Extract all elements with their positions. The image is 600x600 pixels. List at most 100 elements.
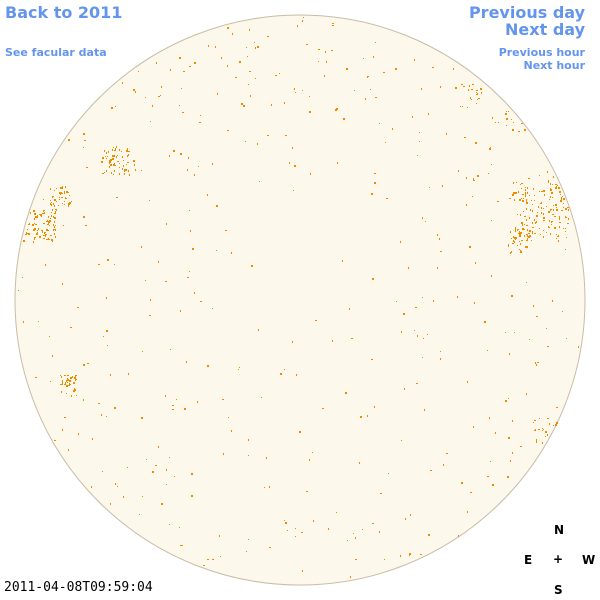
facula-pixel — [365, 98, 366, 100]
facula-pixel — [235, 77, 237, 78]
facula-pixel — [27, 233, 28, 234]
facula-pixel — [34, 223, 35, 224]
facula-pixel — [372, 278, 374, 280]
facula-pixel — [106, 297, 107, 299]
facula-pixel — [303, 17, 304, 18]
facula-pixel — [53, 229, 54, 231]
facula-pixel — [419, 132, 420, 133]
facula-pixel — [565, 228, 566, 229]
facula-pixel — [18, 290, 19, 291]
facula-pixel — [367, 76, 368, 78]
facula-pixel — [51, 204, 52, 206]
facula-pixel — [284, 102, 285, 104]
facula-pixel — [189, 210, 190, 211]
facula-pixel — [470, 492, 472, 493]
facula-pixel — [110, 161, 111, 163]
facula-pixel — [553, 209, 554, 211]
facula-pixel — [525, 129, 526, 130]
facula-pixel — [428, 113, 429, 115]
facula-pixel — [62, 382, 63, 384]
facula-pixel — [65, 186, 66, 188]
facula-pixel — [524, 235, 525, 237]
facula-pixel — [83, 147, 84, 148]
facula-pixel — [34, 218, 35, 220]
facula-pixel — [552, 184, 553, 185]
facula-pixel — [232, 33, 233, 35]
facula-pixel — [66, 198, 67, 199]
facula-pixel — [530, 209, 531, 211]
facula-pixel — [527, 235, 528, 237]
facula-pixel — [46, 221, 47, 222]
facula-pixel — [363, 58, 364, 59]
facula-pixel — [73, 390, 75, 392]
facula-pixel — [552, 300, 553, 302]
facula-pixel — [469, 246, 471, 248]
facula-pixel — [537, 212, 538, 213]
facula-pixel — [294, 165, 296, 167]
previous-hour-link[interactable]: Previous hour — [498, 46, 585, 59]
facula-pixel — [302, 20, 303, 22]
previous-day-link[interactable]: Previous day — [468, 3, 585, 22]
facula-pixel — [133, 160, 135, 162]
see-facular-data-link[interactable]: See facular data — [5, 46, 107, 59]
facula-pixels — [18, 17, 579, 578]
facula-pixel — [110, 159, 112, 161]
facula-pixel — [114, 155, 115, 157]
facula-pixel — [463, 86, 465, 87]
facula-pixel — [562, 311, 563, 312]
facula-pixel — [545, 432, 547, 433]
facula-pixel — [69, 380, 70, 382]
facula-pixel — [509, 198, 511, 199]
facula-pixel — [239, 61, 241, 63]
facula-pixel — [468, 89, 469, 91]
facula-pixel — [109, 160, 110, 161]
next-day-link[interactable]: Next day — [505, 20, 585, 39]
compass-east: E — [524, 553, 533, 567]
facula-pixel — [475, 262, 476, 264]
facula-pixel — [326, 61, 327, 63]
facula-pixel — [207, 559, 209, 560]
facula-pixel — [541, 191, 543, 192]
facula-pixel — [40, 236, 41, 238]
facula-pixel — [246, 551, 247, 552]
facula-pixel — [41, 230, 43, 231]
facula-pixel — [293, 190, 294, 191]
facula-pixel — [514, 237, 515, 239]
facula-pixel — [62, 429, 63, 431]
facula-pixel — [113, 174, 114, 175]
facula-pixel — [472, 196, 473, 197]
facula-pixel — [249, 29, 250, 31]
facula-pixel — [514, 332, 515, 333]
facula-pixel — [337, 162, 338, 164]
facula-pixel — [117, 486, 118, 487]
facula-pixel — [404, 388, 405, 390]
facula-pixel — [142, 496, 143, 497]
facula-pixel — [555, 204, 557, 206]
facula-pixel — [417, 335, 418, 337]
facula-pixel — [106, 158, 107, 159]
facula-pixel — [128, 373, 129, 375]
facula-pixel — [227, 65, 228, 67]
facula-pixel — [101, 161, 103, 163]
facula-pixel — [508, 398, 509, 399]
next-hour-link[interactable]: Next hour — [523, 59, 586, 72]
back-to-year-link[interactable]: Back to 2011 — [5, 3, 123, 22]
facula-pixel — [106, 170, 107, 172]
facula-pixel — [169, 524, 170, 525]
facula-pixel — [114, 170, 115, 172]
facula-pixel — [534, 420, 536, 421]
facula-pixel — [561, 210, 563, 211]
facula-pixel — [536, 442, 537, 443]
facula-pixel — [38, 321, 39, 322]
facula-pixel — [66, 380, 67, 382]
facula-pixel — [119, 173, 120, 175]
facula-pixel — [38, 228, 39, 230]
facula-pixel — [523, 198, 524, 199]
facula-pixel — [60, 194, 61, 195]
facula-pixel — [62, 203, 63, 204]
facula-pixel — [203, 565, 205, 566]
facula-pixel — [519, 235, 521, 237]
facula-pixel — [54, 226, 55, 228]
facula-pixel — [23, 321, 24, 323]
facula-pixel — [532, 227, 534, 228]
